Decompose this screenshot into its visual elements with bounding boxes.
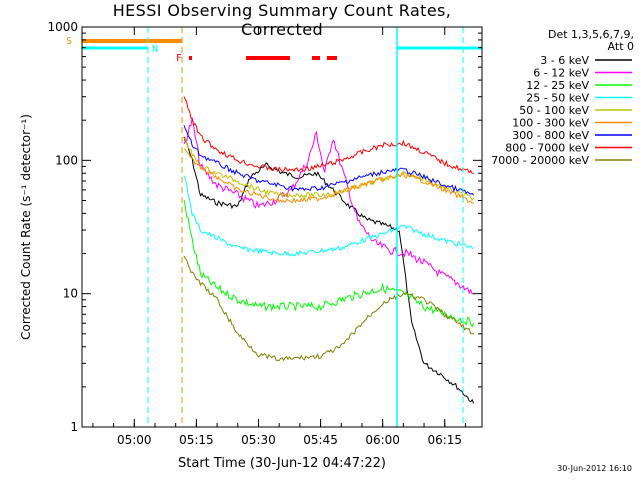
flag-s-label: S: [66, 36, 72, 47]
series-line: [183, 255, 474, 362]
timestamp: 30-Jun-2012 16:10: [557, 464, 632, 473]
y-axis-label: Corrected Count Rate (s⁻¹ detector⁻¹): [19, 114, 33, 340]
flag-f-label: F: [176, 53, 182, 64]
legend-label: 25 - 50 keV: [526, 92, 589, 105]
legend-label: 300 - 800 keV: [512, 129, 589, 142]
detector-line1: Det 1,3,5,6,7,9,: [547, 28, 634, 41]
x-tick-label: 05:15: [179, 433, 214, 447]
legend-label: 7000 - 20000 keV: [491, 154, 589, 167]
legend-label: 50 - 100 keV: [519, 104, 589, 117]
x-tick-label: 06:15: [427, 433, 462, 447]
flag-n-label: N: [152, 44, 158, 55]
x-tick-label: 05:45: [303, 433, 338, 447]
x-tick-label: 05:00: [117, 433, 152, 447]
y-tick-label: 100: [55, 153, 78, 167]
x-tick-label: 06:00: [365, 433, 400, 447]
legend-label: 100 - 300 keV: [512, 117, 589, 130]
x-tick-label: 05:30: [241, 433, 276, 447]
series-line: [183, 175, 474, 257]
x-axis-label: Start Time (30-Jun-12 04:47:22): [178, 456, 386, 471]
legend-label: 800 - 7000 keV: [505, 142, 589, 155]
legend-label: 3 - 6 keV: [540, 54, 589, 67]
observing-flag-bars: [82, 39, 482, 60]
series-line: [183, 148, 474, 204]
series-line: [183, 117, 474, 295]
legend-label: 12 - 25 keV: [526, 79, 589, 92]
y-axis-ticks: 1 10 100 1000: [47, 20, 482, 434]
chart-title: HESSI Observing Summary Count Rates, Cor…: [112, 1, 452, 39]
series-line: [183, 136, 475, 404]
plot-frame: [81, 26, 483, 428]
y-tick-label: 10: [63, 287, 78, 301]
series-line: [183, 136, 475, 201]
attenuator-markers: [147, 27, 464, 427]
detector-line2: Att 0: [607, 40, 634, 53]
series-line: [183, 96, 474, 174]
y-tick-label: 1: [70, 420, 78, 434]
legend-label: 6 - 12 keV: [533, 67, 589, 80]
series-lines: [183, 96, 475, 404]
x-axis-ticks: 05:00 05:15 05:30 05:45 06:00 06:15: [92, 27, 466, 447]
series-line: [183, 125, 475, 196]
series-line: [183, 199, 475, 328]
y-tick-label: 1000: [47, 20, 78, 34]
